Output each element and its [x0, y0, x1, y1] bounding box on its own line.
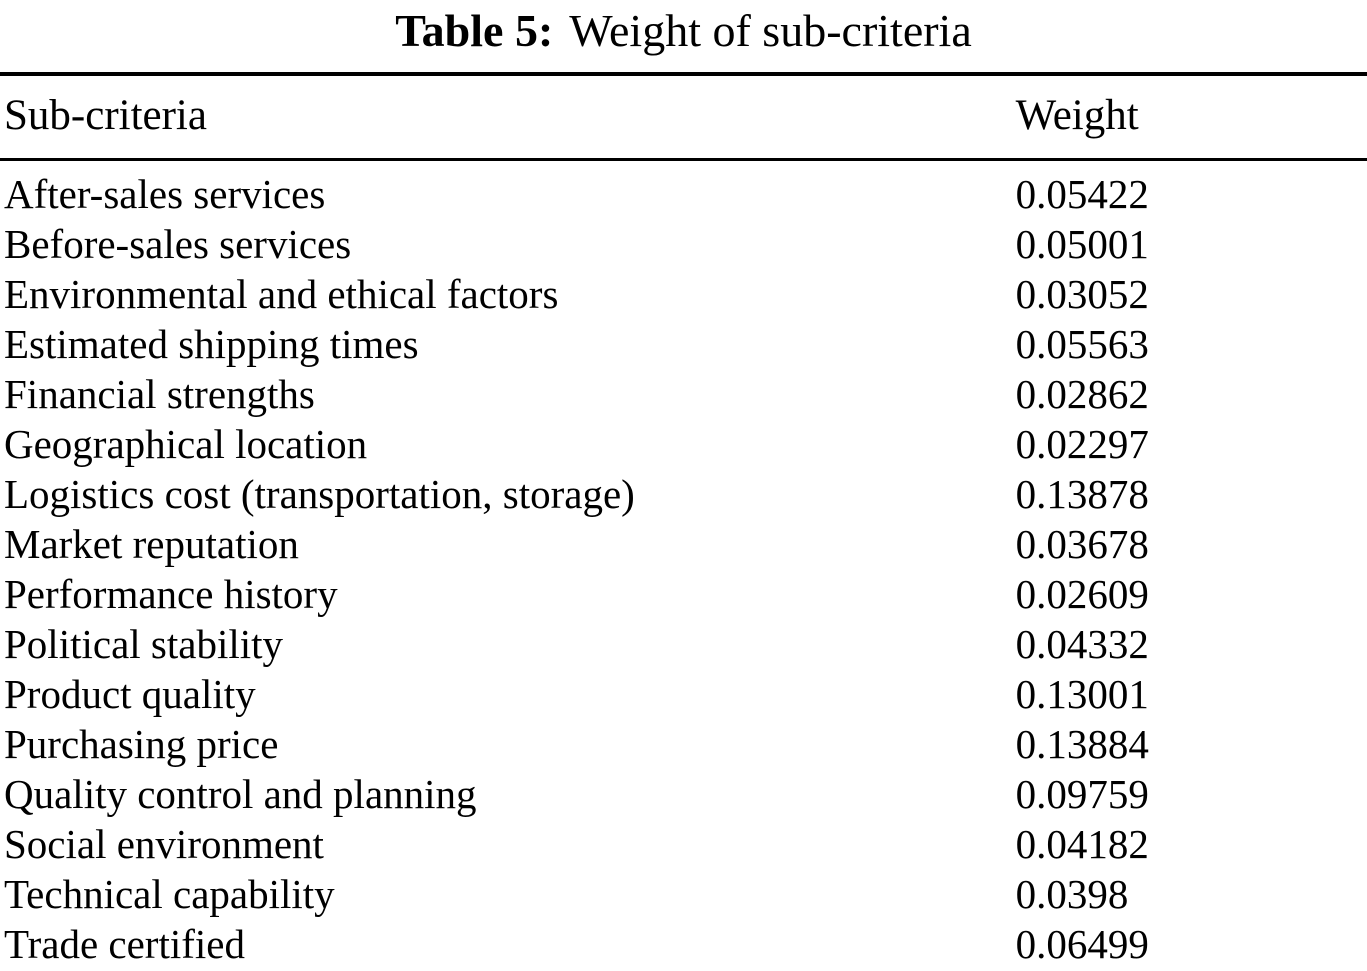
subcriteria-cell: Political stability — [4, 621, 284, 667]
subcriteria-cell: Market reputation — [4, 521, 299, 567]
subcriteria-cell: Social environment — [4, 821, 324, 867]
weight-cell: 0.04182 — [1015, 821, 1149, 867]
weight-cell: 0.06499 — [1015, 921, 1149, 967]
column-header-subcriteria: Sub-criteria — [0, 74, 1012, 161]
subcriteria-cell: Performance history — [4, 571, 338, 617]
subcriteria-cell: After-sales services — [4, 171, 326, 217]
table-row: Logistics cost (transportation, storage)… — [0, 469, 1367, 519]
weight-cell: 0.02297 — [1015, 421, 1149, 467]
weight-cell: 0.13884 — [1015, 721, 1149, 767]
subcriteria-cell: Environmental and ethical factors — [4, 271, 559, 317]
table-row: Before-sales services 0.05001 — [0, 219, 1367, 269]
table-row: Environmental and ethical factors 0.03052 — [0, 269, 1367, 319]
subcriteria-cell: Geographical location — [4, 421, 368, 467]
table-row: Trade certified 0.06499 — [0, 919, 1367, 971]
table-row: Estimated shipping times 0.05563 — [0, 319, 1367, 369]
table-caption-text: Weight of sub-criteria — [569, 5, 972, 56]
subcriteria-cell: Quality control and planning — [4, 771, 477, 817]
weight-cell: 0.13001 — [1015, 671, 1149, 717]
weight-cell: 0.05563 — [1015, 321, 1149, 367]
weight-cell: 0.03678 — [1015, 521, 1149, 567]
weight-cell: 0.0398 — [1015, 871, 1129, 917]
subcriteria-cell: Trade certified — [4, 921, 245, 967]
subcriteria-cell: Purchasing price — [4, 721, 279, 767]
table-caption-label: Table 5: — [395, 5, 554, 56]
weight-cell: 0.02609 — [1015, 571, 1149, 617]
table-row: Financial strengths 0.02862 — [0, 369, 1367, 419]
weight-cell: 0.13878 — [1015, 471, 1149, 517]
table-row: After-sales services 0.05422 — [0, 160, 1367, 220]
table-row: Social environment 0.04182 — [0, 819, 1367, 869]
table-row: Purchasing price 0.13884 — [0, 719, 1367, 769]
column-header-weight: Weight — [1011, 74, 1367, 161]
table-body: After-sales services 0.05422 Before-sales … — [0, 160, 1367, 971]
table-row: Quality control and planning 0.09759 — [0, 769, 1367, 819]
weight-cell: 0.03052 — [1015, 271, 1149, 317]
weight-cell: 0.05001 — [1015, 221, 1149, 267]
subcriteria-cell: Estimated shipping times — [4, 321, 419, 367]
header-row: Sub-criteria Weight — [0, 74, 1367, 161]
table-row: Technical capability 0.0398 — [0, 869, 1367, 919]
subcriteria-weights-table: Sub-criteria Weight After-sales services… — [0, 72, 1367, 971]
subcriteria-cell: Financial strengths — [4, 371, 315, 417]
weight-cell: 0.04332 — [1015, 621, 1149, 667]
table-row: Geographical location 0.02297 — [0, 419, 1367, 469]
weight-cell: 0.09759 — [1015, 771, 1149, 817]
subcriteria-cell: Before-sales services — [4, 221, 352, 267]
table-row: Performance history 0.02609 — [0, 569, 1367, 619]
weight-cell: 0.02862 — [1015, 371, 1149, 417]
subcriteria-cell: Logistics cost (transportation, storage) — [4, 471, 635, 517]
table-row: Political stability 0.04332 — [0, 619, 1367, 669]
table-row: Product quality 0.13001 — [0, 669, 1367, 719]
subcriteria-cell: Product quality — [4, 671, 256, 717]
table-caption: Table 5: Weight of sub-criteria — [0, 0, 1367, 60]
subcriteria-cell: Technical capability — [4, 871, 335, 917]
table-row: Market reputation 0.03678 — [0, 519, 1367, 569]
weight-cell: 0.05422 — [1015, 171, 1149, 217]
